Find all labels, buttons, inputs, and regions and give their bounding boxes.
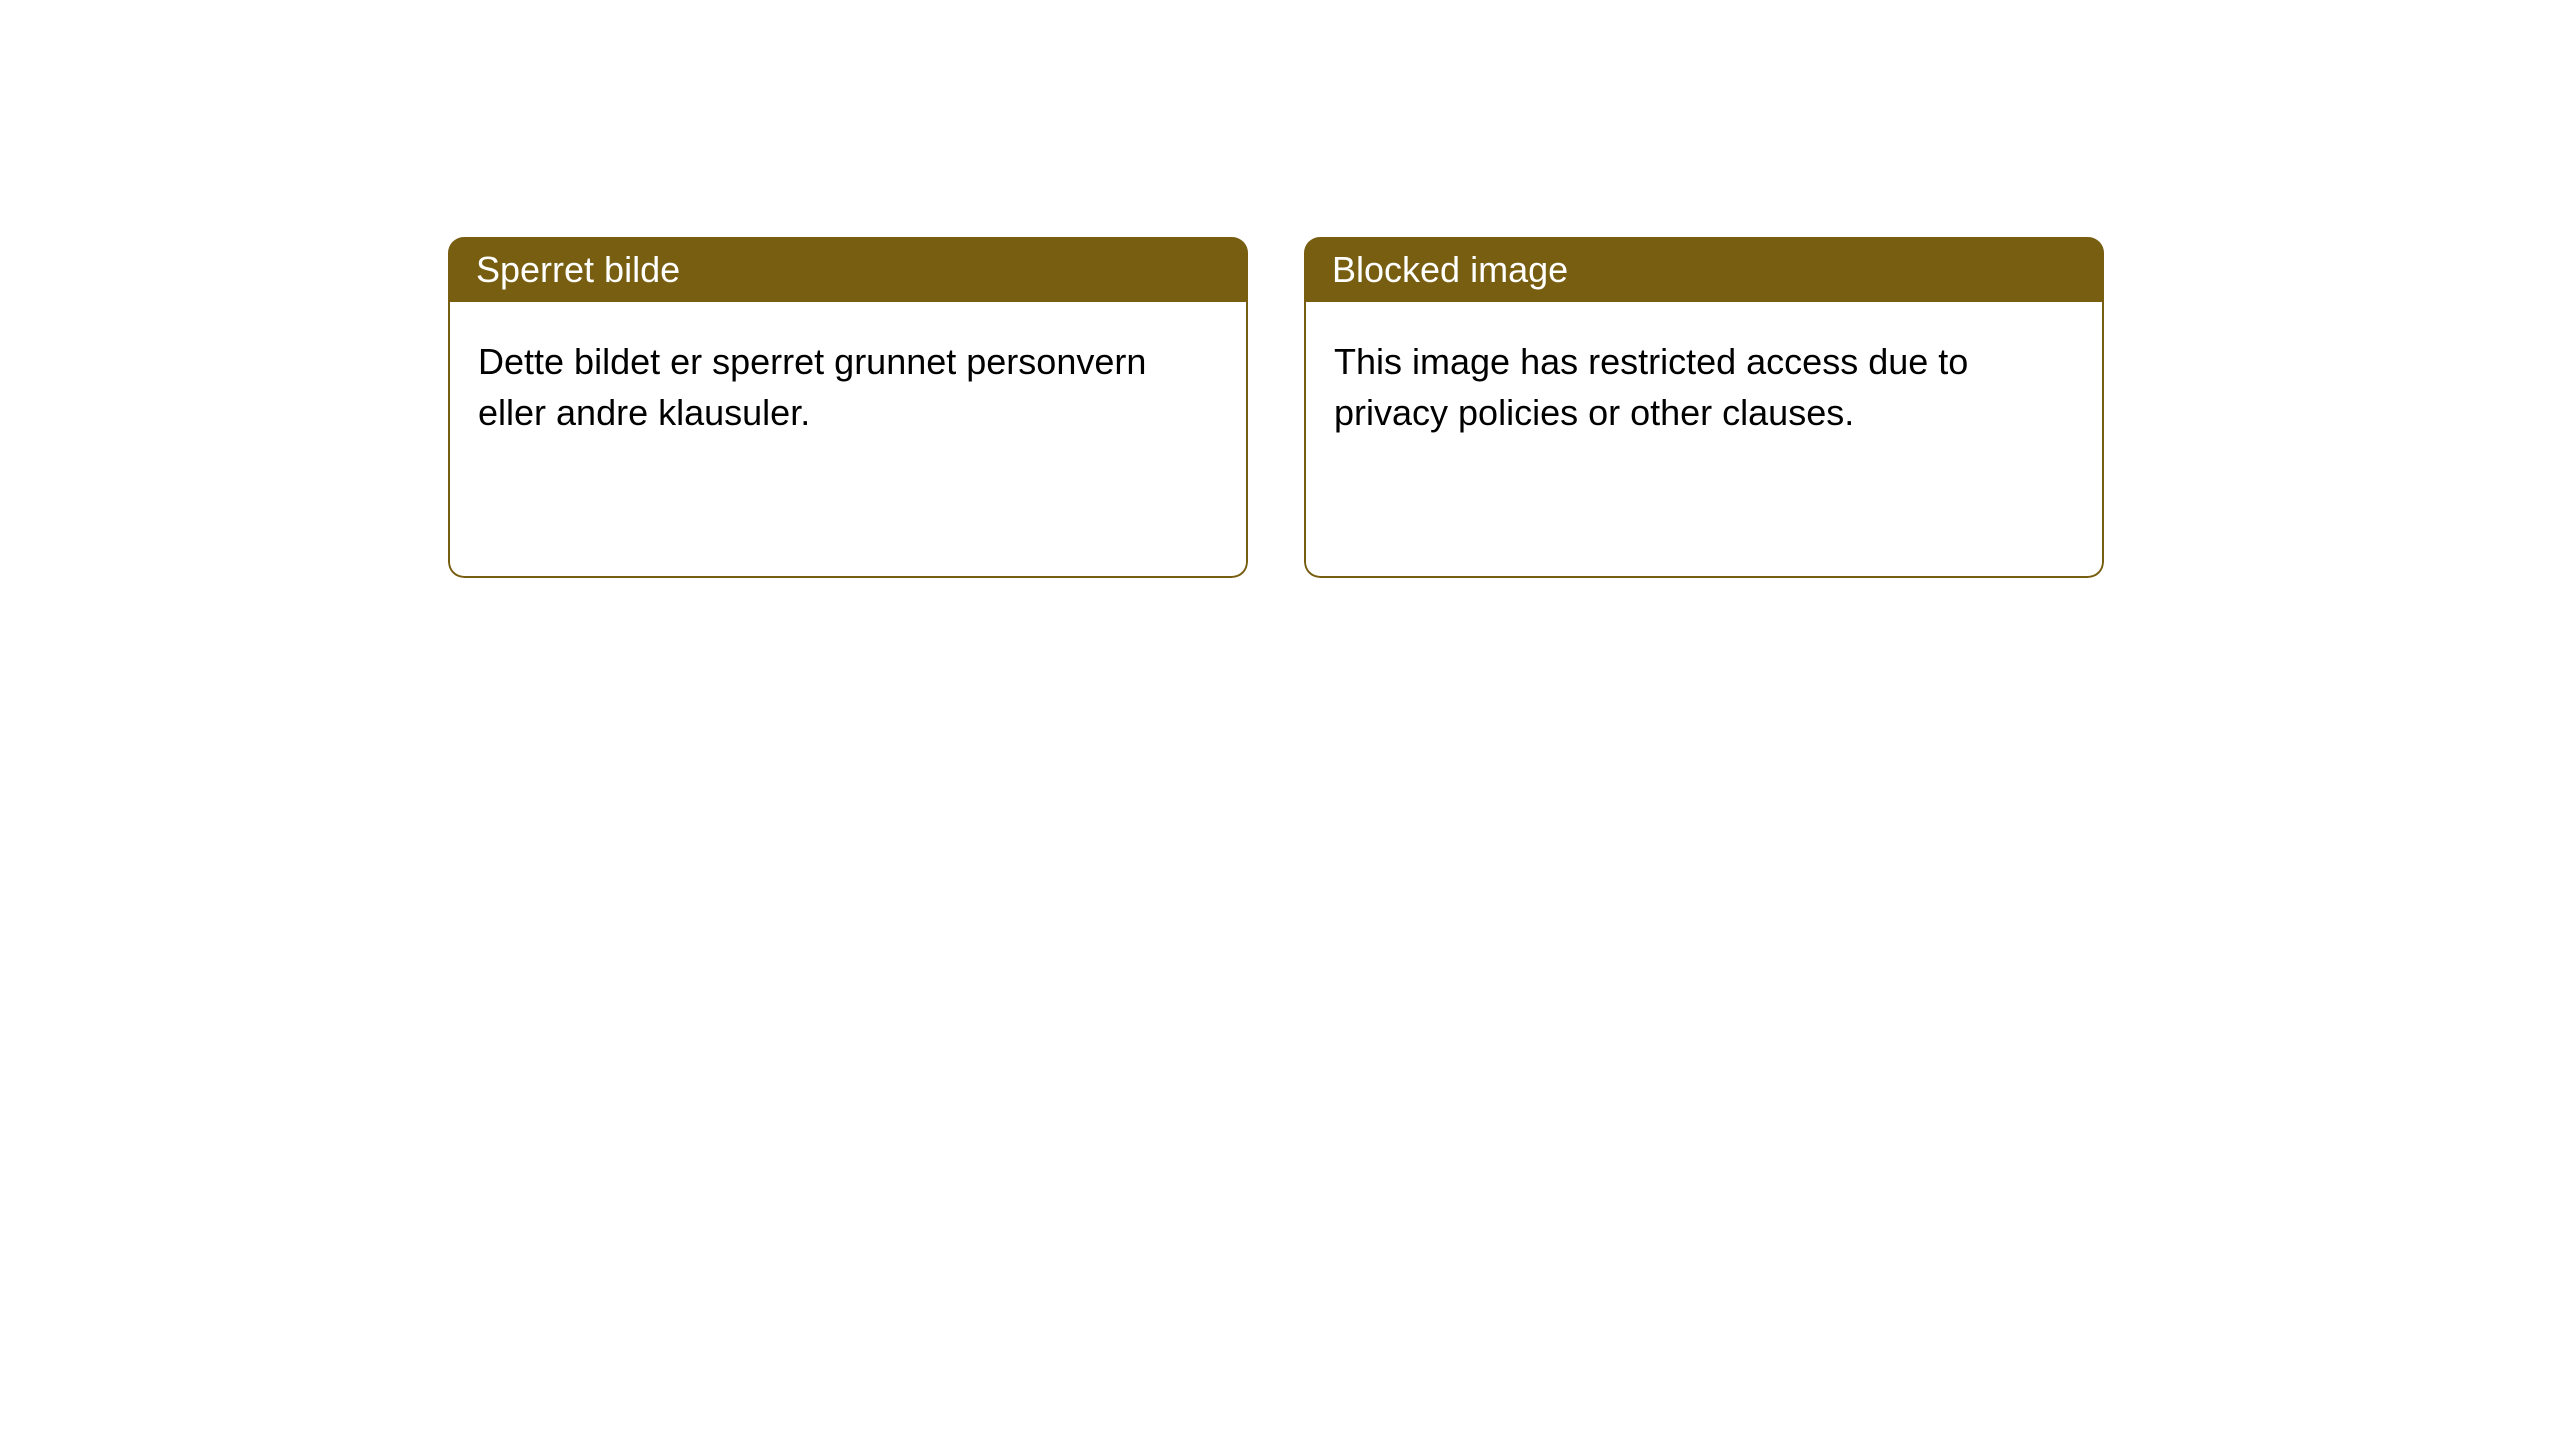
notice-body-english: This image has restricted access due to … bbox=[1304, 302, 2104, 578]
notice-container: Sperret bilde Dette bildet er sperret gr… bbox=[448, 237, 2104, 578]
notice-card-norwegian: Sperret bilde Dette bildet er sperret gr… bbox=[448, 237, 1248, 578]
notice-body-norwegian: Dette bildet er sperret grunnet personve… bbox=[448, 302, 1248, 578]
notice-header-english: Blocked image bbox=[1304, 237, 2104, 302]
notice-card-english: Blocked image This image has restricted … bbox=[1304, 237, 2104, 578]
notice-header-norwegian: Sperret bilde bbox=[448, 237, 1248, 302]
